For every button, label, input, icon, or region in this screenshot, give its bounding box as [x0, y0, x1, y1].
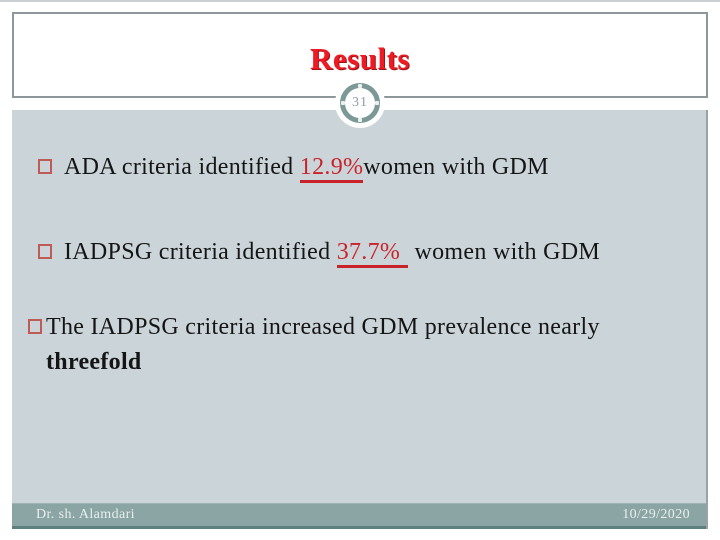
bullet-prefix: The IADPSG criteria increased GDM preval…	[46, 314, 600, 340]
slide-title: Results	[310, 41, 410, 76]
bullet-text: The IADPSG criteria increased GDM preval…	[46, 310, 688, 380]
ring-notch-icon	[358, 118, 362, 122]
bullet-item-iadpsg: IADPSG criteria identified 37.7% women w…	[38, 235, 600, 270]
bullet-square-icon	[38, 244, 52, 259]
bullet-prefix: ADA criteria identified	[64, 154, 300, 180]
footer-bar: Dr. sh. Alamdari 10/29/2020	[12, 503, 706, 529]
ring-notch-icon	[375, 101, 379, 105]
ring-notch-icon	[358, 84, 362, 88]
bullet-square-icon	[38, 159, 52, 174]
stat-highlight: 37.7%	[336, 239, 409, 268]
bullet-text: IADPSG criteria identified 37.7% women w…	[64, 235, 600, 270]
page-number: 31	[352, 95, 368, 110]
bullet-prefix: IADPSG criteria identified	[64, 239, 337, 265]
bullet-suffix: women with GDM	[408, 239, 601, 265]
stat-highlight: 12.9%	[299, 154, 364, 183]
content-panel: Dr. sh. Alamdari 10/29/2020	[12, 110, 708, 529]
bullet-text: ADA criteria identified 12.9%women with …	[64, 150, 549, 185]
page-number-badge: 31	[335, 78, 385, 128]
bullet-item-ada: ADA criteria identified 12.9%women with …	[38, 150, 549, 185]
bullet-square-icon	[28, 319, 42, 334]
top-edge-line	[0, 0, 720, 2]
ring-notch-icon	[341, 101, 345, 105]
author-credit: Dr. sh. Alamdari	[36, 507, 135, 522]
bullet-suffix: women with GDM	[363, 154, 549, 180]
page-number-ring: 31	[340, 83, 380, 123]
slide-date: 10/29/2020	[622, 507, 690, 522]
bullet-emphasis: threefold	[46, 348, 142, 375]
bullet-item-prevalence: The IADPSG criteria increased GDM preval…	[28, 310, 688, 380]
